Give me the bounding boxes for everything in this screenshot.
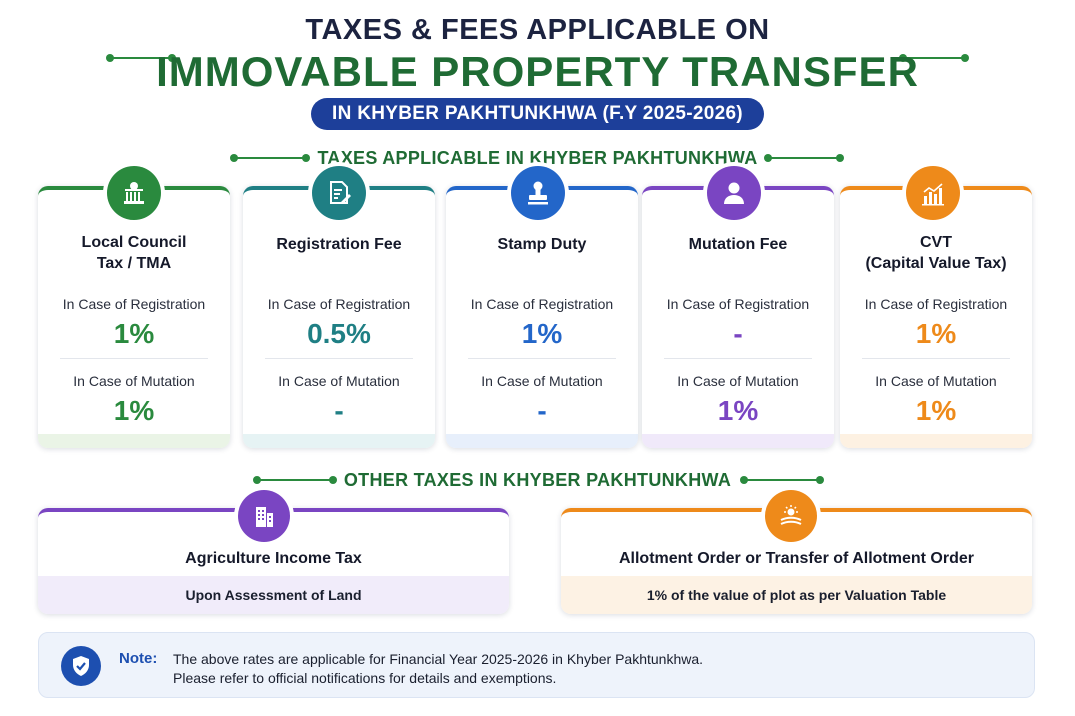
card-tint [243,434,435,448]
divider [862,358,1010,359]
mutation-value: 1% [717,395,759,426]
registration-label: In Case of Registration [864,296,1008,312]
page-title: IMMOVABLE PROPERTY TRANSFER [156,48,919,95]
government-building-icon [107,166,161,220]
note-text-line1: The above rates are applicable for Finan… [173,651,704,667]
other-tax-detail: Upon Assessment of Land [38,576,509,614]
mutation-value: 1% [915,395,957,426]
shield-check-icon [61,646,101,686]
mutation-value: - [537,395,547,426]
registration-value: 0.5% [307,318,371,349]
other-tax-name: Allotment Order or Transfer of Allotment… [618,550,974,567]
section-line-left [230,154,310,162]
registration-value: 1% [113,318,155,349]
section-line-left [253,476,337,484]
person-icon [707,166,761,220]
mutation-label: In Case of Mutation [875,373,997,389]
subtitle-badge: IN KHYBER PAKHTUNKHWA (F.Y 2025-2026) [311,98,764,130]
divider [664,358,812,359]
other-taxes-heading: OTHER TAXES IN KHYBER PAKHTUNKHWA [343,470,732,490]
card-tint [642,434,834,448]
tax-card-title-line2: (Capital Value Tax) [865,255,1007,272]
mutation-label: In Case of Mutation [481,373,603,389]
other-tax-detail: 1% of the value of plot as per Valuation… [561,576,1032,614]
tax-card-registration-fee: Registration Fee In Case of Registration… [243,186,435,448]
mutation-label: In Case of Mutation [677,373,799,389]
note-label: Note: [119,650,158,667]
registration-value: 1% [521,318,563,349]
tax-card-title-line1: Local Council [81,234,187,251]
stamp-icon [511,166,565,220]
tax-card-cvt: CVT (Capital Value Tax) In Case of Regis… [840,186,1032,448]
registration-label: In Case of Registration [267,296,411,312]
decor-line-right [899,54,969,62]
divider [265,358,413,359]
card-tint [38,434,230,448]
other-tax-card-allotment: Allotment Order or Transfer of Allotment… [561,508,1032,614]
tax-card-title: CVT (Capital Value Tax) [840,232,1032,274]
tax-card-local-council: Local Council Tax / TMA In Case of Regis… [38,186,230,448]
note-box: Note: The above rates are applicable for… [38,632,1035,698]
registration-value: 1% [915,318,957,349]
mutation-value: 1% [113,395,155,426]
divider [468,358,616,359]
buildings-icon [238,490,290,542]
divider [60,358,208,359]
other-tax-name: Agriculture Income Tax [185,550,362,567]
card-tint [840,434,1032,448]
mutation-label: In Case of Mutation [278,373,400,389]
registration-label: In Case of Registration [470,296,614,312]
card-tint [446,434,638,448]
tax-card-title: Registration Fee [276,236,402,253]
tax-card-title-line2: Tax / TMA [96,255,172,272]
tax-card-stamp-duty: Stamp Duty In Case of Registration 1% In… [446,186,638,448]
mutation-label: In Case of Mutation [73,373,195,389]
note-text-line2: Please refer to official notifications f… [173,670,557,686]
tax-chart-icon [906,166,960,220]
document-pen-icon [312,166,366,220]
decor-line-left [106,54,176,62]
tax-card-mutation-fee: Mutation Fee In Case of Registration - I… [642,186,834,448]
title-line1: TAXES & FEES APPLICABLE ON [305,14,770,46]
section-line-right [764,154,844,162]
taxes-section-heading: TAXES APPLICABLE IN KHYBER PAKHTUNKHWA [317,148,758,168]
registration-label: In Case of Registration [62,296,206,312]
section-line-right [740,476,824,484]
registration-label: In Case of Registration [666,296,810,312]
tax-card-title: Local Council Tax / TMA [38,232,230,274]
mutation-value: - [334,395,344,426]
land-sun-icon [765,490,817,542]
tax-card-title-line1: CVT [920,234,952,251]
tax-card-title: Mutation Fee [688,236,788,253]
tax-card-title: Stamp Duty [497,236,587,253]
registration-value: - [733,318,743,349]
